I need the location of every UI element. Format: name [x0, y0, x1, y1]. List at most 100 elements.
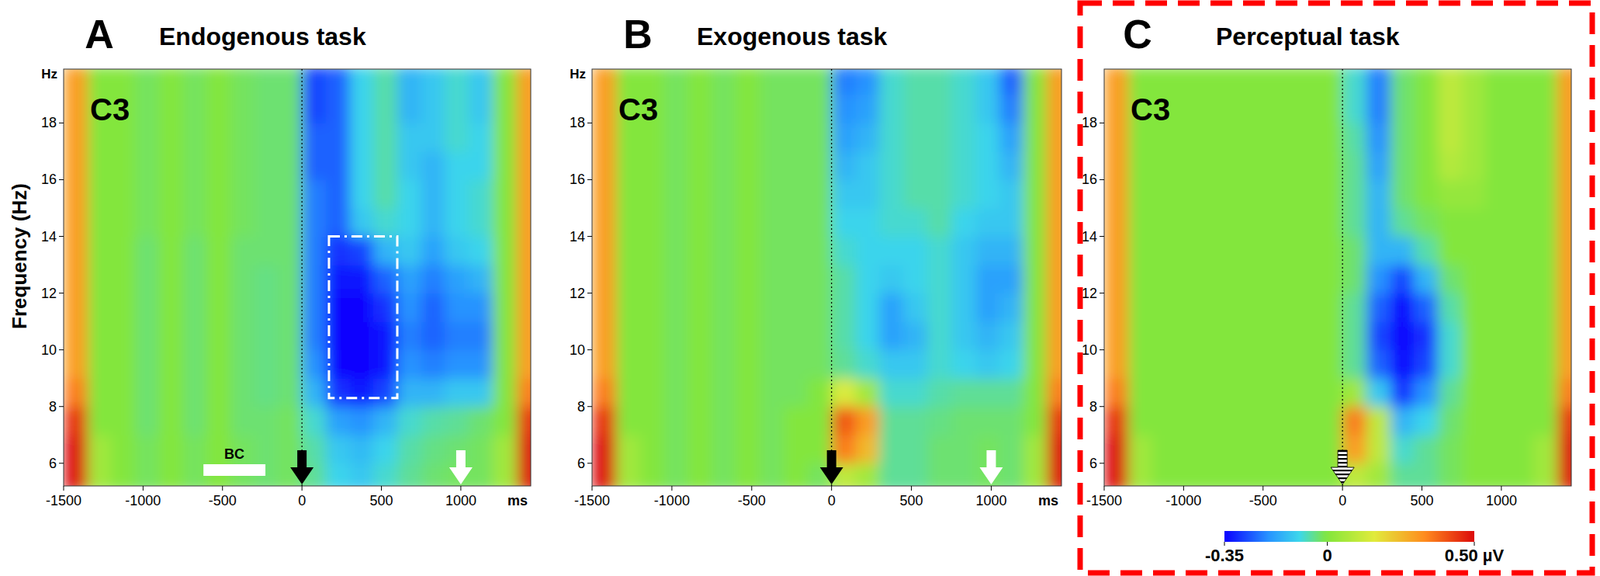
- cell: [927, 463, 952, 486]
- cell: [855, 94, 880, 124]
- cell: [444, 207, 469, 237]
- cell: [1175, 179, 1200, 208]
- cell: [87, 349, 112, 379]
- cell: [110, 122, 136, 152]
- cell: [1509, 122, 1534, 152]
- cell: [373, 321, 398, 350]
- cell: [183, 321, 208, 350]
- cell: [159, 463, 184, 486]
- cell: [230, 69, 255, 95]
- cell: [1318, 94, 1343, 124]
- cell: [444, 179, 469, 208]
- cell: [421, 349, 446, 379]
- cell: [592, 179, 617, 208]
- y-tick: [58, 405, 64, 407]
- cell: [1437, 321, 1462, 350]
- cell: [999, 406, 1024, 436]
- cell: [1533, 207, 1558, 237]
- cell: [759, 349, 784, 379]
- cell: [159, 94, 184, 124]
- cell: [735, 377, 760, 407]
- cell: [373, 179, 398, 208]
- cell: [951, 377, 976, 407]
- cell: [1557, 463, 1572, 486]
- cell: [759, 377, 784, 407]
- cell: [159, 264, 184, 294]
- cell: [1557, 349, 1572, 379]
- cell: [325, 434, 350, 464]
- cell: [903, 69, 928, 95]
- cell: [1270, 151, 1296, 181]
- cell: [664, 377, 689, 407]
- cell: [807, 377, 832, 407]
- cell: [1151, 349, 1176, 379]
- cell: [135, 264, 160, 294]
- cell: [373, 151, 398, 181]
- cell: [277, 293, 302, 323]
- cell: [927, 349, 952, 379]
- cell: [1437, 179, 1462, 208]
- cell: [1366, 94, 1391, 124]
- cell: [592, 349, 617, 379]
- cell: [735, 179, 760, 208]
- cell: [183, 122, 208, 152]
- cell: [397, 207, 422, 237]
- cell: [1223, 406, 1248, 436]
- cell: [664, 236, 689, 266]
- cell: [492, 122, 517, 152]
- cell: [807, 406, 832, 436]
- x-tick: [831, 485, 832, 491]
- cell: [855, 122, 880, 152]
- cell: [492, 151, 517, 181]
- cell: [63, 207, 88, 237]
- cell: [1509, 434, 1534, 464]
- cell: [1023, 207, 1048, 237]
- cell: [855, 151, 880, 181]
- cell: [421, 151, 446, 181]
- cell: [63, 463, 88, 486]
- cell: [807, 321, 832, 350]
- cell: [516, 94, 531, 124]
- cell: [301, 377, 326, 407]
- cell: [110, 179, 136, 208]
- cell: [1223, 236, 1248, 266]
- cell: [759, 122, 784, 152]
- cell: [1485, 349, 1510, 379]
- cell: [421, 122, 446, 152]
- cell: [879, 293, 904, 323]
- cell: [855, 406, 880, 436]
- cell: [1128, 179, 1153, 208]
- cell: [230, 349, 255, 379]
- cell: [397, 321, 422, 350]
- cell: [999, 434, 1024, 464]
- cell: [1342, 264, 1367, 294]
- cell: [1246, 151, 1271, 181]
- cell: [711, 179, 736, 208]
- y-axis-title: Frequency (Hz): [7, 183, 32, 330]
- cell: [1199, 151, 1224, 181]
- y-tick-label: 10: [1081, 342, 1098, 358]
- cell: [373, 434, 398, 464]
- event-arrow: [979, 450, 1003, 485]
- cell: [664, 321, 689, 350]
- cell: [640, 463, 665, 486]
- cell: [468, 179, 493, 208]
- cell: [110, 463, 136, 486]
- cell: [831, 236, 856, 266]
- y-tick-label: 12: [1081, 285, 1098, 302]
- y-tick-label: 10: [569, 342, 586, 358]
- cell: [1413, 321, 1438, 350]
- cell: [735, 463, 760, 486]
- cell: [159, 122, 184, 152]
- cell: [1318, 207, 1343, 237]
- x-tick: [301, 485, 303, 491]
- cell: [1175, 321, 1200, 350]
- cell: [1246, 207, 1271, 237]
- cell: [592, 122, 617, 152]
- cell: [1223, 179, 1248, 208]
- cell: [1318, 349, 1343, 379]
- cell: [1295, 349, 1320, 379]
- cell: [1223, 293, 1248, 323]
- x-tick-label: 500: [370, 492, 394, 509]
- cell: [1437, 264, 1462, 294]
